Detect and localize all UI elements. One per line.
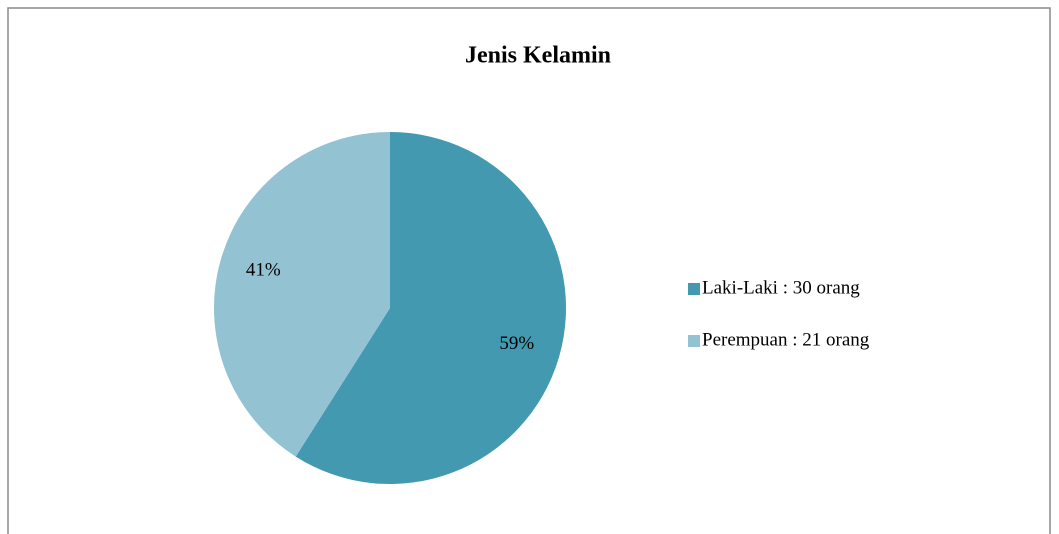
legend-label: Laki-Laki : 30 orang xyxy=(702,277,860,298)
legend-swatch xyxy=(688,335,700,347)
legend-swatch xyxy=(688,283,700,295)
pie-slice xyxy=(295,132,566,484)
pie-slice xyxy=(213,132,390,457)
chart-title: Jenis Kelamin xyxy=(465,43,611,69)
data-label: 59% xyxy=(499,333,534,354)
data-label: 41% xyxy=(246,260,281,281)
chart-frame xyxy=(7,7,1051,534)
legend-label: Perempuan : 21 orang xyxy=(702,329,870,350)
